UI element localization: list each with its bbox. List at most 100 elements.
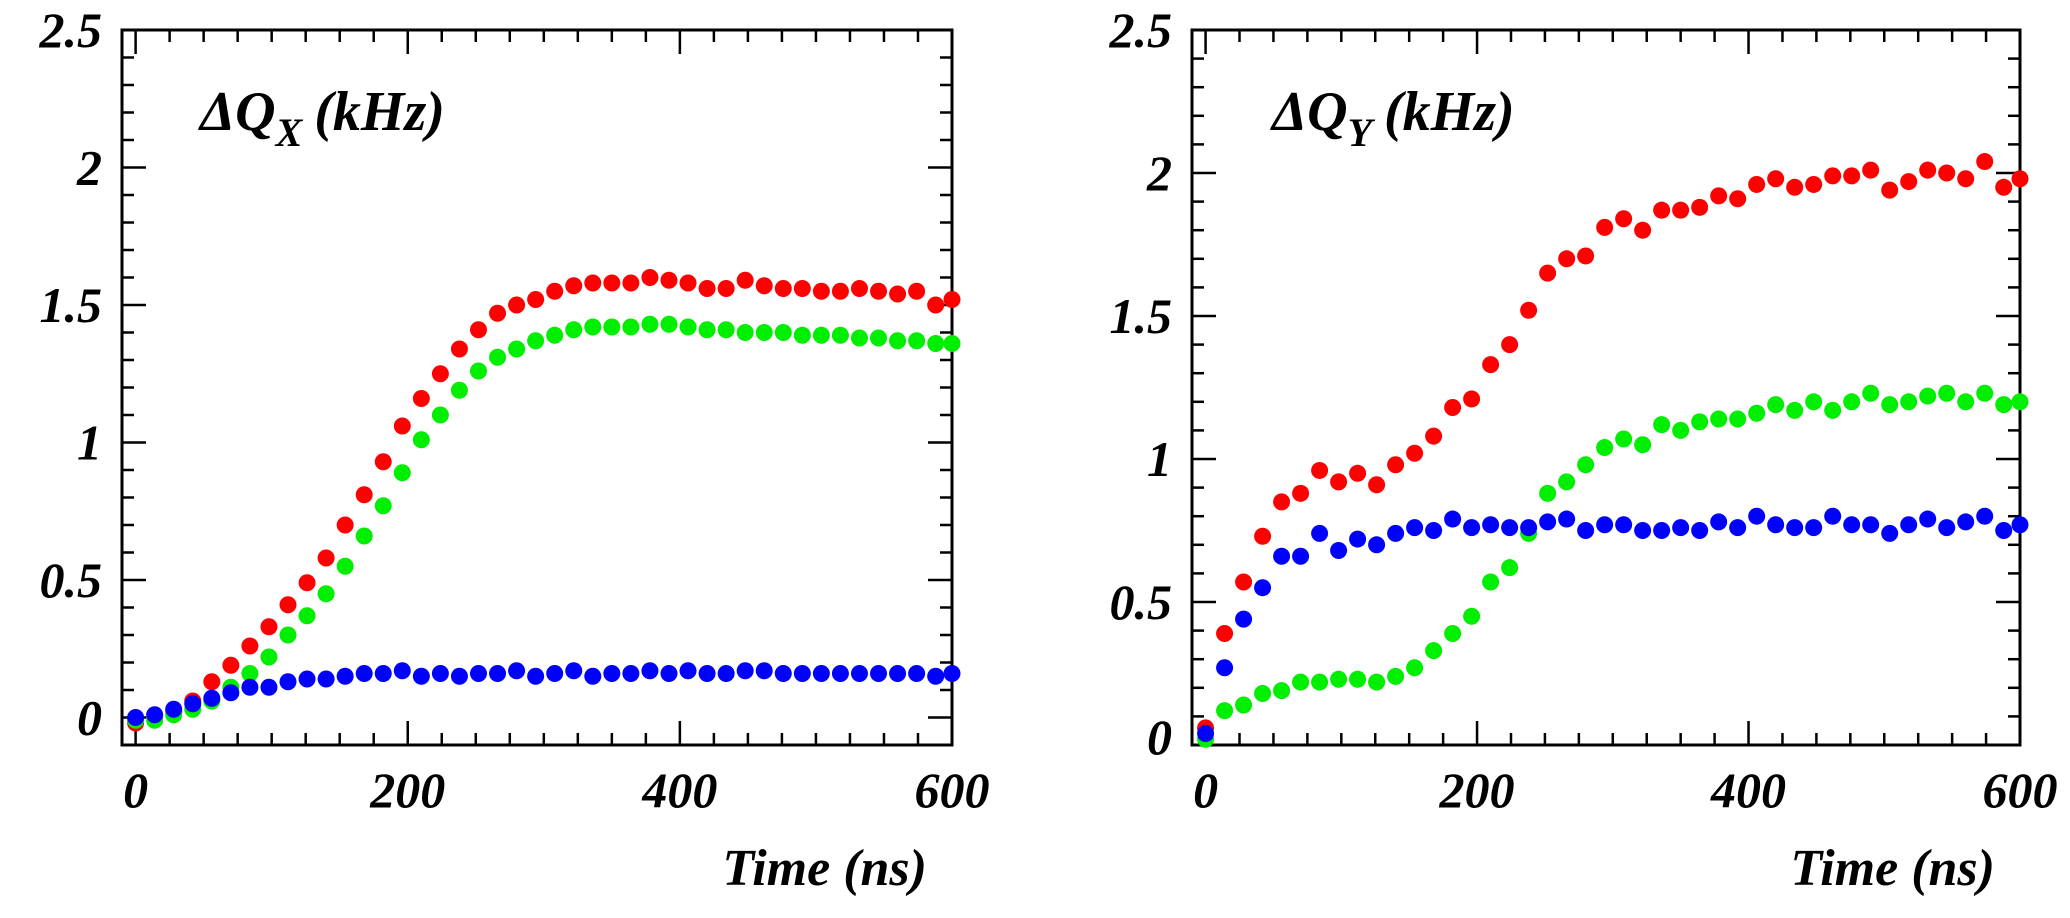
data-point — [1862, 516, 1880, 534]
data-point — [317, 670, 335, 688]
x-tick-label: 0 — [123, 762, 148, 818]
data-point — [1501, 559, 1519, 577]
data-point — [943, 665, 961, 682]
data-point — [1577, 456, 1595, 474]
data-point — [1330, 473, 1348, 491]
data-point — [1406, 444, 1424, 462]
data-point — [831, 282, 849, 300]
data-point — [508, 662, 526, 680]
data-point — [450, 340, 468, 358]
data-point — [393, 662, 411, 680]
data-point — [717, 321, 735, 339]
data-point — [374, 665, 392, 682]
data-point — [908, 332, 926, 350]
data-point — [298, 670, 316, 688]
data-point — [717, 665, 735, 682]
data-point — [1672, 421, 1690, 439]
data-point — [1539, 484, 1557, 502]
data-point — [698, 665, 716, 682]
data-point — [717, 280, 735, 297]
data-point — [603, 274, 621, 292]
data-point — [850, 329, 868, 347]
data-point — [1482, 516, 1500, 534]
data-point — [889, 665, 907, 682]
y-tick-label: 0.5 — [40, 552, 103, 608]
data-point — [793, 280, 811, 297]
data-point — [1976, 384, 1994, 402]
data-point — [793, 326, 811, 344]
data-point — [812, 665, 830, 682]
data-point — [184, 695, 202, 713]
data-point — [260, 618, 278, 636]
data-point — [1596, 218, 1614, 236]
data-point — [279, 596, 297, 614]
data-point — [1976, 507, 1994, 525]
data-point — [641, 662, 659, 680]
data-point — [584, 318, 602, 336]
data-point — [1843, 393, 1861, 411]
data-point — [546, 665, 564, 682]
y-tick-label: 2 — [1146, 145, 1172, 201]
data-point — [1539, 513, 1557, 531]
data-point — [336, 516, 354, 534]
data-point — [279, 673, 297, 691]
data-point — [298, 574, 316, 592]
x-tick-label: 400 — [641, 762, 717, 818]
data-point — [1919, 510, 1937, 528]
data-point — [241, 637, 259, 655]
data-point — [260, 648, 278, 666]
data-point — [412, 390, 430, 407]
data-point — [1330, 542, 1348, 560]
data-point — [279, 626, 297, 644]
data-point — [793, 665, 811, 682]
data-point — [889, 285, 907, 303]
data-point — [831, 326, 849, 344]
data-point — [393, 464, 411, 482]
data-point — [1919, 387, 1937, 405]
data-point — [1330, 670, 1348, 688]
y-tick-label: 2.5 — [1109, 2, 1173, 58]
data-point — [698, 280, 716, 297]
data-point — [1216, 624, 1234, 642]
data-point — [1805, 393, 1823, 411]
data-point — [1615, 210, 1633, 228]
data-point — [165, 700, 183, 718]
data-point — [1349, 464, 1367, 482]
data-point — [1900, 393, 1918, 411]
data-point — [431, 406, 449, 424]
data-point — [355, 486, 373, 504]
data-point — [1501, 336, 1519, 354]
data-point — [1957, 170, 1975, 188]
y-tick-label: 1 — [1147, 431, 1172, 487]
data-point — [660, 315, 678, 333]
data-point — [1425, 427, 1443, 445]
data-point — [336, 557, 354, 575]
data-point — [1767, 516, 1785, 534]
data-point — [450, 381, 468, 399]
data-point — [546, 326, 564, 344]
data-point — [1976, 153, 1994, 171]
data-point — [1748, 175, 1766, 193]
data-point — [527, 332, 545, 350]
data-point — [1938, 519, 1956, 537]
data-point — [1273, 493, 1291, 511]
data-point — [565, 662, 583, 680]
data-point — [1672, 201, 1690, 219]
data-point — [603, 318, 621, 336]
data-point — [908, 282, 926, 300]
data-point — [908, 665, 926, 682]
data-point — [489, 348, 507, 366]
x-tick-label: 0 — [1193, 762, 1218, 818]
data-point — [1368, 536, 1386, 554]
data-point — [622, 318, 640, 336]
data-point — [584, 274, 602, 292]
x-axis-title: Time (ns) — [1790, 840, 1995, 897]
data-point — [565, 321, 583, 339]
data-point — [241, 665, 259, 682]
data-point — [660, 271, 678, 289]
data-point — [1672, 519, 1690, 537]
data-point — [812, 326, 830, 344]
data-point — [450, 667, 468, 685]
panel-title-suffix: (kHz) — [314, 81, 445, 143]
